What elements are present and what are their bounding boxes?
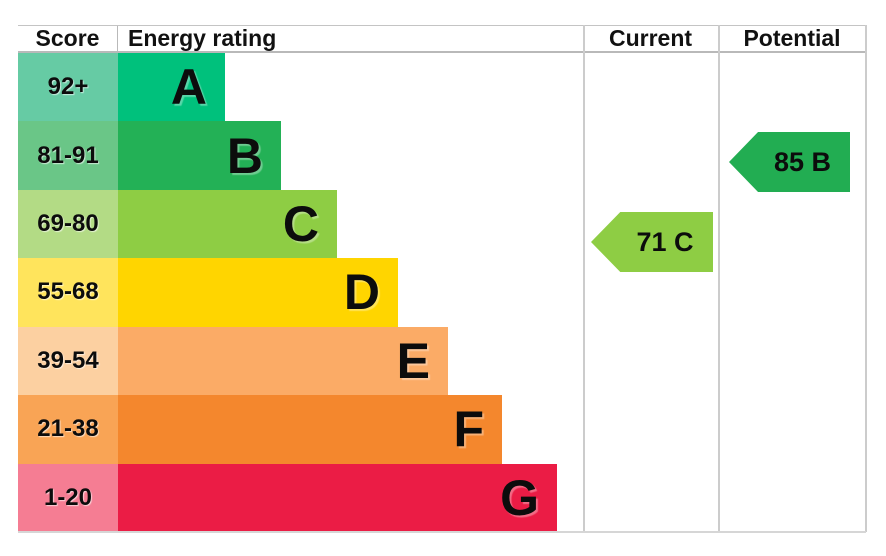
band-row-B: 81-91 B [18,121,866,190]
band-row-G: 1-20 G [18,463,866,532]
band-row-E: 39-54 E [18,326,866,396]
band-letter-F: F [453,401,484,458]
table-bottom-border [18,531,866,533]
band-letter-B: B [226,127,263,184]
rating-bar-D: D [118,258,398,327]
score-range-cell-B: 81-91 [18,121,118,190]
band-letter-C: C [282,196,319,253]
energy-rating-column-header: Energy rating [128,25,277,51]
band-letter-D: D [343,264,380,321]
score-column-header: Score [18,25,118,51]
current-rating-label: 71 C [636,226,694,257]
table-right-border [865,25,867,532]
band-letter-E: E [396,332,430,389]
score-range-cell-C: 69-80 [18,189,118,259]
rating-bar-E: E [118,326,448,396]
rating-bar-B: B [118,121,281,190]
band-letter-G: G [500,469,539,526]
potential-column-divider [718,25,720,532]
score-range-cell-F: 21-38 [18,395,118,464]
current-rating-arrow: 71 C [591,212,713,272]
potential-rating-label: 85 B [773,146,832,177]
rating-bar-F: F [118,395,502,464]
score-range-cell-G: 1-20 [18,463,118,532]
rating-bands: 92+ A 81-91 B 69-80 C 55-68 D 39-54 E 21-38 F 1-20 G [18,53,866,532]
score-range-cell-D: 55-68 [18,258,118,327]
current-column-header: Current [608,25,693,51]
band-row-F: 21-38 F [18,395,866,464]
chart-header: Score Energy rating Current Potential [18,25,866,53]
current-column-divider [583,25,585,532]
rating-bar-C: C [118,189,337,259]
score-range-cell-E: 39-54 [18,326,118,396]
band-row-C: 69-80 C [18,189,866,259]
potential-rating-arrow: 85 B [729,132,850,192]
band-row-A: 92+ A [18,53,866,122]
rating-bar-A: A [118,53,225,122]
score-range-cell-A: 92+ [18,53,118,122]
band-letter-A: A [170,59,207,116]
band-row-D: 55-68 D [18,258,866,327]
potential-column-header: Potential [743,25,841,51]
rating-bar-G: G [118,463,557,532]
